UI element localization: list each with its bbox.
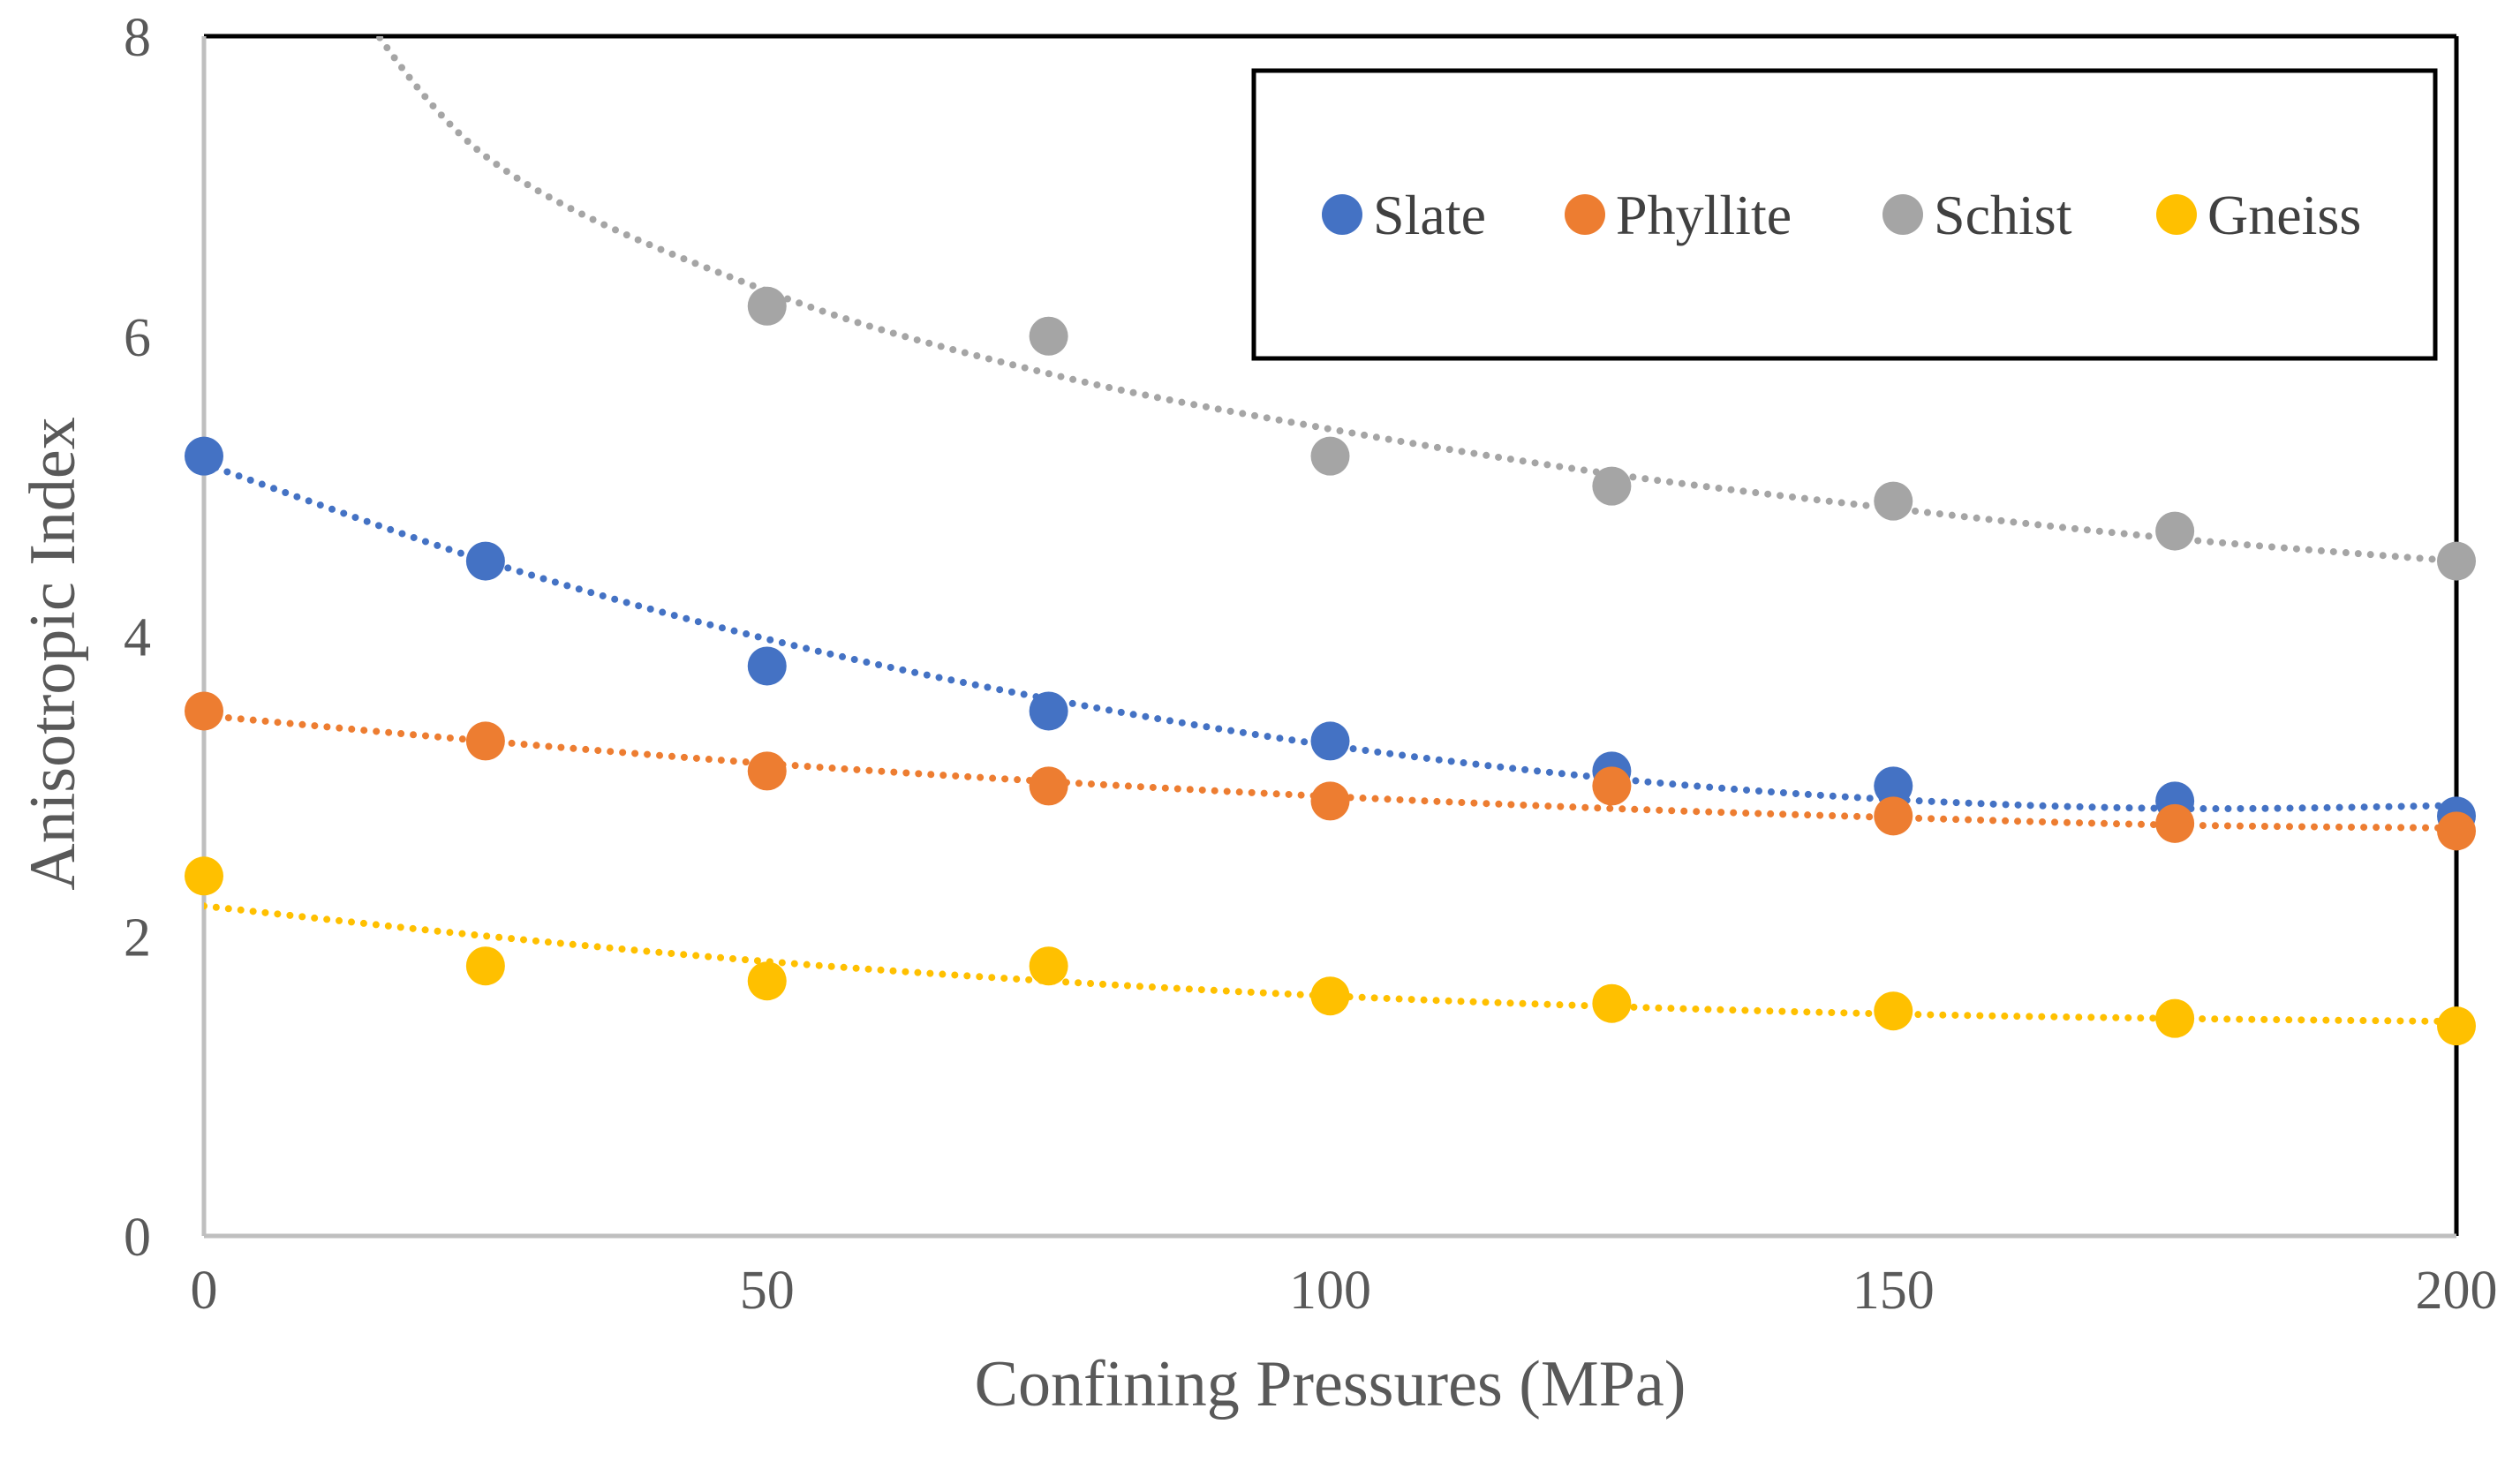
x-tick-label: 100 (1289, 1261, 1371, 1321)
point-phyllite (2437, 811, 2476, 851)
y-tick-label: 8 (124, 8, 151, 68)
point-phyllite (1592, 766, 1632, 806)
tick-labels: 0 50 100 150 200 0 2 4 6 8 (124, 8, 2498, 1321)
legend-label-gneiss: Gneiss (2207, 184, 2361, 246)
point-schist (1874, 481, 1913, 521)
point-phyllite (1310, 781, 1350, 821)
point-slate (1310, 721, 1350, 761)
legend-marker-slate (1322, 194, 1362, 235)
point-gneiss (2155, 998, 2195, 1038)
point-schist (1310, 436, 1350, 476)
point-slate (747, 646, 787, 686)
y-tick-label: 0 (124, 1208, 151, 1268)
x-tick-label: 200 (2416, 1261, 2498, 1321)
point-gneiss (2437, 1006, 2476, 1046)
point-slate (185, 436, 223, 476)
point-slate (1029, 691, 1068, 731)
point-gneiss (1874, 991, 1913, 1031)
legend-box (1251, 68, 2438, 361)
point-schist (2155, 511, 2195, 551)
trendline-slate (204, 460, 2456, 813)
point-phyllite (2155, 803, 2195, 843)
point-phyllite (465, 721, 505, 761)
point-slate (1874, 766, 1913, 806)
point-gneiss (1592, 983, 1632, 1023)
trendline-phyllite (204, 712, 2456, 832)
point-phyllite (747, 751, 787, 791)
point-phyllite (1874, 796, 1913, 836)
point-schist (2437, 541, 2476, 581)
plot-area-frame (201, 34, 2459, 1239)
point-phyllite (185, 691, 223, 731)
legend-marker-gneiss (2156, 194, 2197, 235)
x-tick-label: 0 (191, 1261, 218, 1321)
x-axis-title: Confining Pressures (MPa) (975, 1348, 1686, 1420)
point-gneiss (747, 961, 787, 1001)
y-tick-label: 2 (124, 908, 151, 968)
legend-marker-schist (1882, 194, 1923, 235)
legend-marker-phyllite (1565, 194, 1605, 235)
legend-label-slate: Slate (1373, 184, 1486, 246)
x-tick-label: 50 (740, 1261, 795, 1321)
legend-label-schist: Schist (1934, 184, 2072, 246)
trendlines (204, 36, 2456, 1026)
point-schist (1029, 316, 1068, 356)
point-gneiss (1310, 976, 1350, 1016)
x-tick-label: 150 (1852, 1261, 1935, 1321)
y-axis-title: Anisotropic Index (17, 417, 89, 890)
legend-label-phyllite: Phyllite (1616, 184, 1792, 246)
y-tick-label: 4 (124, 608, 151, 668)
point-phyllite (1029, 766, 1068, 806)
point-gneiss (465, 946, 505, 986)
legend: Slate Phyllite Schist Gneiss (1251, 68, 2438, 361)
trendline-schist (374, 36, 2456, 565)
point-schist (1592, 466, 1632, 506)
point-slate (465, 541, 505, 581)
data-points (185, 286, 2476, 1046)
trendline-gneiss (204, 902, 2456, 1026)
y-tick-label: 6 (124, 308, 151, 368)
point-schist (747, 286, 787, 326)
point-gneiss (185, 856, 223, 896)
point-gneiss (1029, 946, 1068, 986)
